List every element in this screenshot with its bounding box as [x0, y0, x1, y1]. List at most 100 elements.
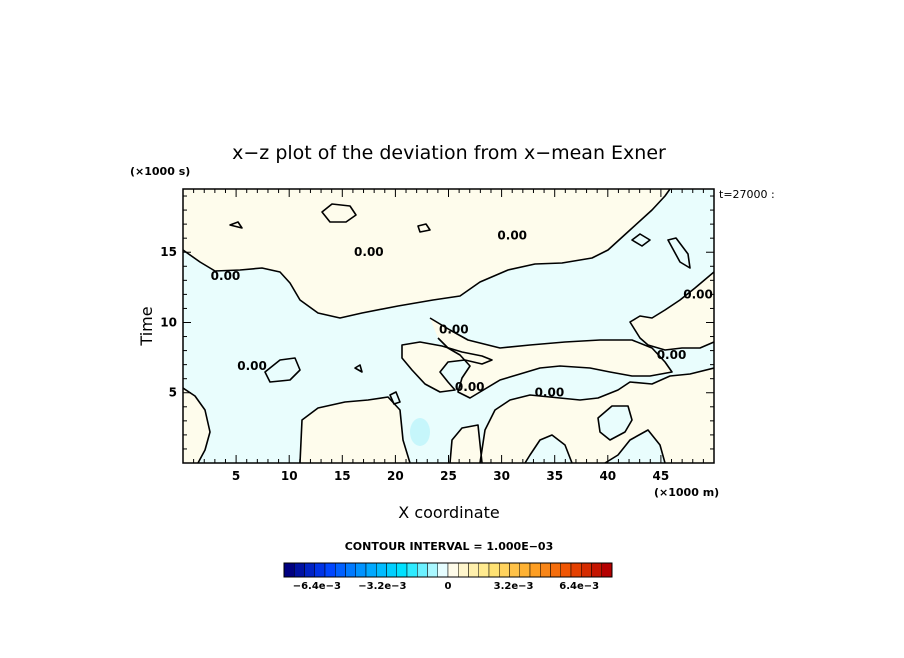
colorbar-tick-label: 0 — [445, 581, 452, 592]
x-tick-label: 45 — [653, 469, 670, 483]
x-tick-label: 10 — [281, 469, 298, 483]
colorbar-cell — [519, 562, 531, 578]
colorbar-cell — [406, 562, 418, 578]
contour-label: 0.00 — [683, 287, 713, 301]
contour-line-17 — [667, 237, 691, 269]
contour-line-6 — [299, 396, 411, 463]
x-tick-label: 20 — [387, 469, 404, 483]
colorbar-cell — [345, 562, 356, 578]
colorbar-cell — [499, 562, 510, 578]
contour-line-8 — [604, 429, 666, 463]
colorbar-cell — [570, 562, 582, 578]
time-label: t=27000 : — [719, 188, 775, 201]
colorbar-cell — [591, 562, 602, 578]
contour-label: 0.00 — [657, 348, 687, 362]
colorbar-tick-label: 6.4e−3 — [559, 581, 599, 592]
contour-labels: 0.00 0.00 0.00 0.00 0.00 0.00 0.00 0.00 0.00 — [211, 228, 713, 400]
negative-island-1 — [598, 406, 632, 440]
colorbar-tick-label: −6.4e−3 — [293, 581, 341, 592]
y-tick-label: 5 — [169, 386, 177, 400]
contour-line-11 — [597, 405, 633, 441]
colorbar-cell — [437, 562, 449, 578]
colorbar-tick-label: 3.2e−3 — [494, 581, 534, 592]
colorbar-cell — [601, 562, 613, 578]
contour-line-9 — [524, 434, 573, 463]
contour-label: 0.00 — [354, 245, 384, 259]
contour-interval-text: CONTOUR INTERVAL = 1.000E−03 — [345, 540, 554, 553]
x-tick-label: 5 — [232, 469, 240, 483]
colorbar-cell — [335, 562, 346, 578]
contour-field — [183, 189, 714, 463]
colorbar-cell — [283, 562, 295, 578]
contour-line-1 — [183, 189, 671, 319]
colorbar-cell — [488, 562, 500, 578]
contour-label: 0.00 — [535, 386, 565, 400]
contour-label: 0.00 — [237, 359, 267, 373]
colorbar-cell — [294, 562, 305, 578]
contour-line-5 — [183, 387, 211, 463]
colorbar-cell — [581, 562, 592, 578]
y-axis-unit: (×1000 s) — [130, 165, 190, 178]
colorbar-cell — [304, 562, 315, 578]
contour-label: 0.00 — [211, 269, 241, 283]
colorbar-cell — [509, 562, 520, 578]
x-tick-label: 15 — [334, 469, 351, 483]
negative-core — [410, 418, 430, 446]
contour-label: 0.00 — [497, 228, 527, 242]
colorbar-cell — [478, 562, 490, 578]
contour-label: 0.00 — [439, 323, 469, 337]
x-tick-label: 30 — [493, 469, 510, 483]
colorbar-cell — [365, 562, 377, 578]
positive-region-4 — [430, 318, 672, 398]
contour-label: 0.00 — [455, 380, 485, 394]
axis-ticks: 5 10 15 20 25 30 35 40 45 5 10 15 — [160, 189, 714, 483]
x-tick-label: 25 — [440, 469, 457, 483]
contour-line-16 — [631, 233, 651, 247]
colorbar-cell — [386, 562, 397, 578]
colorbar-cell — [560, 562, 572, 578]
y-axis-label: Time — [137, 306, 156, 346]
positive-region-6 — [300, 397, 410, 463]
colorbar: −6.4e−3 −3.2e−3 0 3.2e−3 6.4e−3 — [283, 562, 613, 592]
x-axis-unit: (×1000 m) — [654, 486, 719, 499]
contour-line-15 — [229, 221, 243, 229]
positive-region-5 — [183, 388, 210, 463]
colorbar-cell — [540, 562, 551, 578]
colorbar-cell — [550, 562, 561, 578]
colorbar-border — [283, 562, 613, 578]
colorbar-cell — [458, 562, 469, 578]
contour-line-18 — [354, 364, 363, 373]
x-axis-label: X coordinate — [398, 503, 499, 522]
contour-line-14 — [417, 223, 431, 233]
x-tick-label: 40 — [599, 469, 616, 483]
colorbar-cell — [529, 562, 541, 578]
contour-line-12 — [264, 357, 301, 383]
colorbar-tick-label: −3.2e−3 — [358, 581, 406, 592]
colorbar-cell — [376, 562, 387, 578]
colorbar-cell — [355, 562, 367, 578]
positive-region-8 — [450, 425, 482, 463]
colorbar-cell — [324, 562, 336, 578]
chart-title: x−z plot of the deviation from x−mean Ex… — [232, 142, 666, 164]
colorbar-cell — [468, 562, 479, 578]
contour-line-13 — [321, 203, 357, 223]
positive-region-2 — [630, 272, 714, 350]
contour-line-4 — [429, 317, 673, 399]
colorbar-cell — [447, 562, 459, 578]
contour-line-2 — [629, 271, 714, 351]
positive-region-1 — [183, 189, 670, 318]
contour-line-3 — [401, 341, 493, 393]
contour-line-19 — [389, 391, 401, 405]
y-tick-label: 10 — [160, 315, 177, 329]
colorbar-cell — [314, 562, 326, 578]
negative-island-2 — [534, 440, 570, 463]
y-tick-label: 15 — [160, 245, 177, 259]
contour-line-10 — [449, 424, 483, 463]
x-tick-label: 35 — [546, 469, 563, 483]
contour-line-7 — [479, 367, 714, 463]
colorbar-cell — [396, 562, 408, 578]
colorbar-cell — [427, 562, 438, 578]
colorbar-cell — [417, 562, 428, 578]
